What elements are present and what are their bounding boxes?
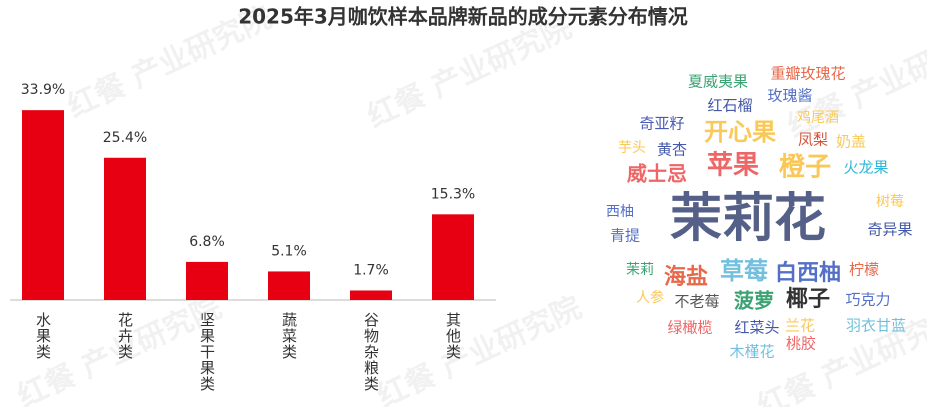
word: 菠萝 [734,289,774,313]
bar [104,157,146,300]
word: 树莓 [876,194,904,210]
watermark: 红餐 产业研究院 [372,290,587,407]
word: 开心果 [704,118,776,146]
word: 玫瑰酱 [767,87,812,105]
x-tick-label: 其他类 [444,312,462,360]
value-label: 25.4% [103,130,147,146]
bar [432,214,474,300]
x-tick-label: 水果类 [34,312,52,360]
word: 青提 [610,227,640,245]
word: 西柚 [606,204,634,220]
word: 重瓣玫瑰花 [770,65,845,83]
word: 橙子 [779,153,831,183]
word: 奇异果 [867,221,912,239]
chart-title: 2025年3月咖饮样本品牌新品的成分元素分布情况 [238,5,688,29]
value-label: 15.3% [431,186,475,202]
word: 草莓 [720,257,768,285]
bar [186,261,228,300]
word: 椰子 [786,287,830,312]
word: 兰花 [785,317,815,335]
x-tick-label: 坚果干果类 [198,312,216,392]
word: 红菜头 [734,319,779,337]
value-label: 5.1% [271,243,307,259]
word: 不老莓 [674,293,719,311]
value-label: 33.9% [21,82,65,98]
word: 绿橄榄 [667,319,712,337]
x-tick-label: 花卉类 [116,312,134,360]
word: 茉莉花 [670,189,826,249]
bar [22,110,64,300]
word: 巧克力 [845,291,890,309]
word: 桃胶 [786,335,816,353]
word: 奶盖 [836,133,866,151]
bar [268,271,310,300]
bar [350,290,392,300]
word: 人参 [636,289,664,306]
watermark: 红餐 产业研究院 [362,10,577,135]
value-label: 1.7% [353,262,389,278]
word: 苹果 [707,151,759,181]
word: 茉莉 [626,261,654,278]
word: 黄杏 [657,141,687,159]
word: 木槿花 [729,343,774,361]
word: 柠檬 [849,261,879,279]
word: 白西柚 [775,260,841,286]
word: 威士忌 [627,162,687,186]
word: 海盐 [664,264,708,290]
word: 羽衣甘蓝 [846,317,906,335]
word: 鸡尾酒 [797,109,839,126]
word: 夏威夷果 [688,73,748,91]
word: 芋头 [618,140,646,156]
word: 火龙果 [843,159,888,177]
word: 奇亚籽 [639,115,684,133]
watermark: 红餐 产业研究院 [782,20,927,145]
word: 凤梨 [798,131,828,149]
x-tick-label: 蔬菜类 [280,312,298,360]
x-tick-label: 谷物杂粮类 [362,312,380,392]
value-label: 6.8% [189,234,225,250]
word: 红石榴 [707,97,752,115]
